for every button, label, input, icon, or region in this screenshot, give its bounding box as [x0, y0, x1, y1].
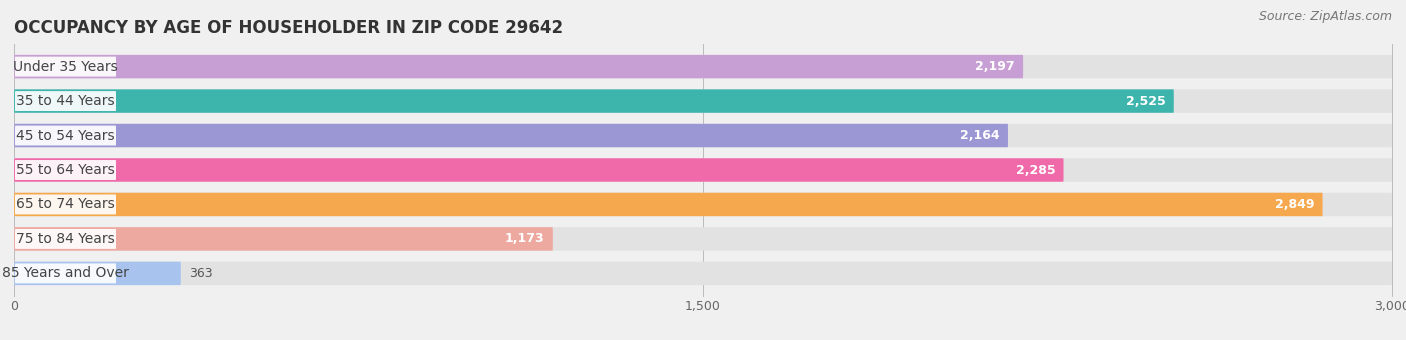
FancyBboxPatch shape	[15, 264, 117, 283]
FancyBboxPatch shape	[15, 229, 117, 249]
FancyBboxPatch shape	[15, 91, 117, 111]
Text: 35 to 44 Years: 35 to 44 Years	[17, 94, 115, 108]
Text: 45 to 54 Years: 45 to 54 Years	[17, 129, 115, 142]
Text: 363: 363	[188, 267, 212, 280]
Text: 85 Years and Over: 85 Years and Over	[1, 267, 129, 280]
FancyBboxPatch shape	[15, 160, 117, 180]
FancyBboxPatch shape	[14, 89, 1174, 113]
FancyBboxPatch shape	[14, 193, 1392, 216]
FancyBboxPatch shape	[14, 124, 1392, 147]
FancyBboxPatch shape	[15, 125, 117, 146]
FancyBboxPatch shape	[14, 124, 1008, 147]
Text: 65 to 74 Years: 65 to 74 Years	[15, 198, 115, 211]
FancyBboxPatch shape	[14, 262, 1392, 285]
FancyBboxPatch shape	[14, 227, 1392, 251]
FancyBboxPatch shape	[14, 55, 1024, 78]
FancyBboxPatch shape	[15, 57, 117, 76]
Text: Source: ZipAtlas.com: Source: ZipAtlas.com	[1258, 10, 1392, 23]
Text: 2,164: 2,164	[960, 129, 1000, 142]
FancyBboxPatch shape	[14, 89, 1392, 113]
Text: 2,525: 2,525	[1126, 95, 1166, 107]
Text: Under 35 Years: Under 35 Years	[13, 59, 118, 73]
Text: 55 to 64 Years: 55 to 64 Years	[15, 163, 115, 177]
FancyBboxPatch shape	[14, 262, 181, 285]
Text: 1,173: 1,173	[505, 233, 544, 245]
FancyBboxPatch shape	[14, 193, 1323, 216]
FancyBboxPatch shape	[15, 194, 117, 215]
Text: 2,849: 2,849	[1275, 198, 1315, 211]
FancyBboxPatch shape	[14, 158, 1392, 182]
Text: 2,197: 2,197	[976, 60, 1015, 73]
FancyBboxPatch shape	[14, 158, 1063, 182]
Text: 75 to 84 Years: 75 to 84 Years	[15, 232, 115, 246]
Text: OCCUPANCY BY AGE OF HOUSEHOLDER IN ZIP CODE 29642: OCCUPANCY BY AGE OF HOUSEHOLDER IN ZIP C…	[14, 19, 564, 37]
Text: 2,285: 2,285	[1015, 164, 1056, 176]
FancyBboxPatch shape	[14, 55, 1392, 78]
FancyBboxPatch shape	[14, 227, 553, 251]
